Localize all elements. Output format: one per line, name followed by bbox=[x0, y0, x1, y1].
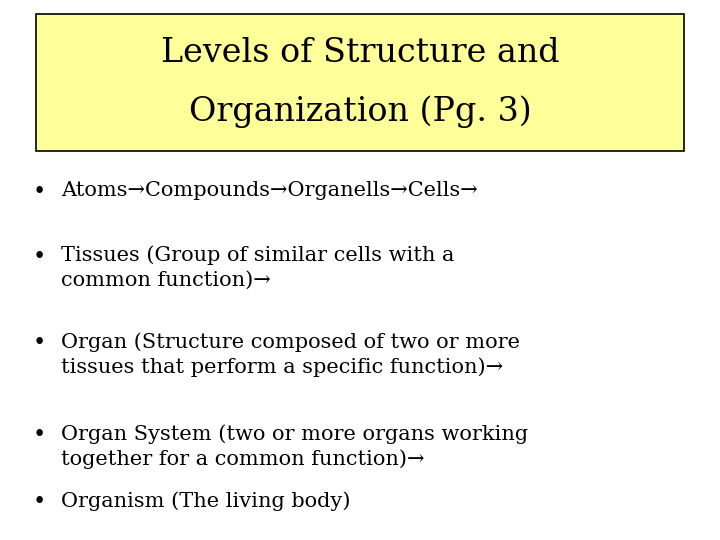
Text: •: • bbox=[33, 246, 46, 268]
Text: •: • bbox=[33, 491, 46, 514]
FancyBboxPatch shape bbox=[36, 14, 684, 151]
Text: •: • bbox=[33, 332, 46, 354]
Text: Organ System (two or more organs working
together for a common function)→: Organ System (two or more organs working… bbox=[61, 424, 528, 469]
Text: •: • bbox=[33, 181, 46, 203]
Text: Levels of Structure and: Levels of Structure and bbox=[161, 37, 559, 69]
Text: Tissues (Group of similar cells with a
common function)→: Tissues (Group of similar cells with a c… bbox=[61, 246, 454, 289]
Text: •: • bbox=[33, 424, 46, 446]
Text: Organization (Pg. 3): Organization (Pg. 3) bbox=[189, 96, 531, 129]
Text: Atoms→Compounds→Organells→Cells→: Atoms→Compounds→Organells→Cells→ bbox=[61, 181, 478, 200]
Text: Organism (The living body): Organism (The living body) bbox=[61, 491, 351, 511]
Text: Organ (Structure composed of two or more
tissues that perform a specific functio: Organ (Structure composed of two or more… bbox=[61, 332, 521, 377]
